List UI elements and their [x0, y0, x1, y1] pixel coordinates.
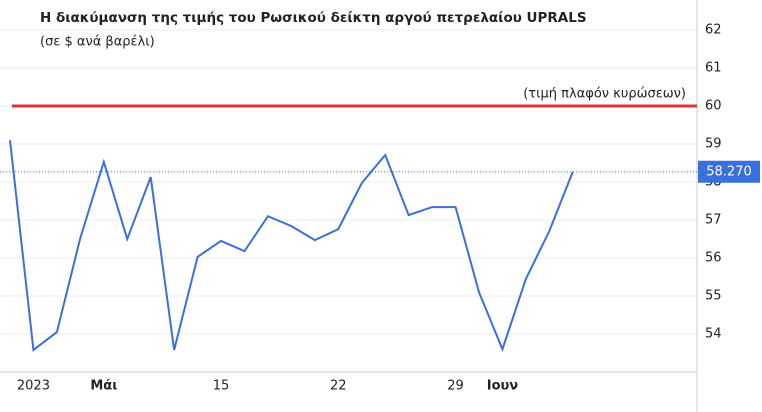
y-tick-label: 61 — [705, 61, 722, 76]
chart-subtitle: (σε $ ανά βαρέλι) — [40, 35, 155, 50]
current-value-label: 58.270 — [706, 164, 752, 179]
x-tick-label: 2023 — [17, 379, 50, 394]
x-tick-label: 29 — [447, 379, 464, 394]
y-tick-label: 55 — [705, 289, 722, 304]
current-value-box — [698, 160, 760, 183]
y-tick-label: 56 — [705, 251, 722, 266]
x-tick-label: 22 — [330, 379, 347, 394]
x-tick-label: Ιουν — [487, 379, 519, 394]
x-tick-label: Μάι — [90, 379, 117, 394]
y-tick-label: 59 — [705, 137, 722, 152]
data-line — [9, 140, 574, 353]
y-tick-label: 60 — [705, 99, 722, 114]
reference-label: (τιμή πλαφόν κυρώσεων) — [523, 87, 686, 102]
y-tick-label: 57 — [705, 213, 722, 228]
y-tick-label: 62 — [705, 23, 722, 38]
x-tick-label: 15 — [213, 379, 230, 394]
y-tick-label: 54 — [705, 327, 722, 342]
chart-title: Η διακύμανση της τιμής του Ρωσικού δείκτ… — [40, 10, 587, 26]
